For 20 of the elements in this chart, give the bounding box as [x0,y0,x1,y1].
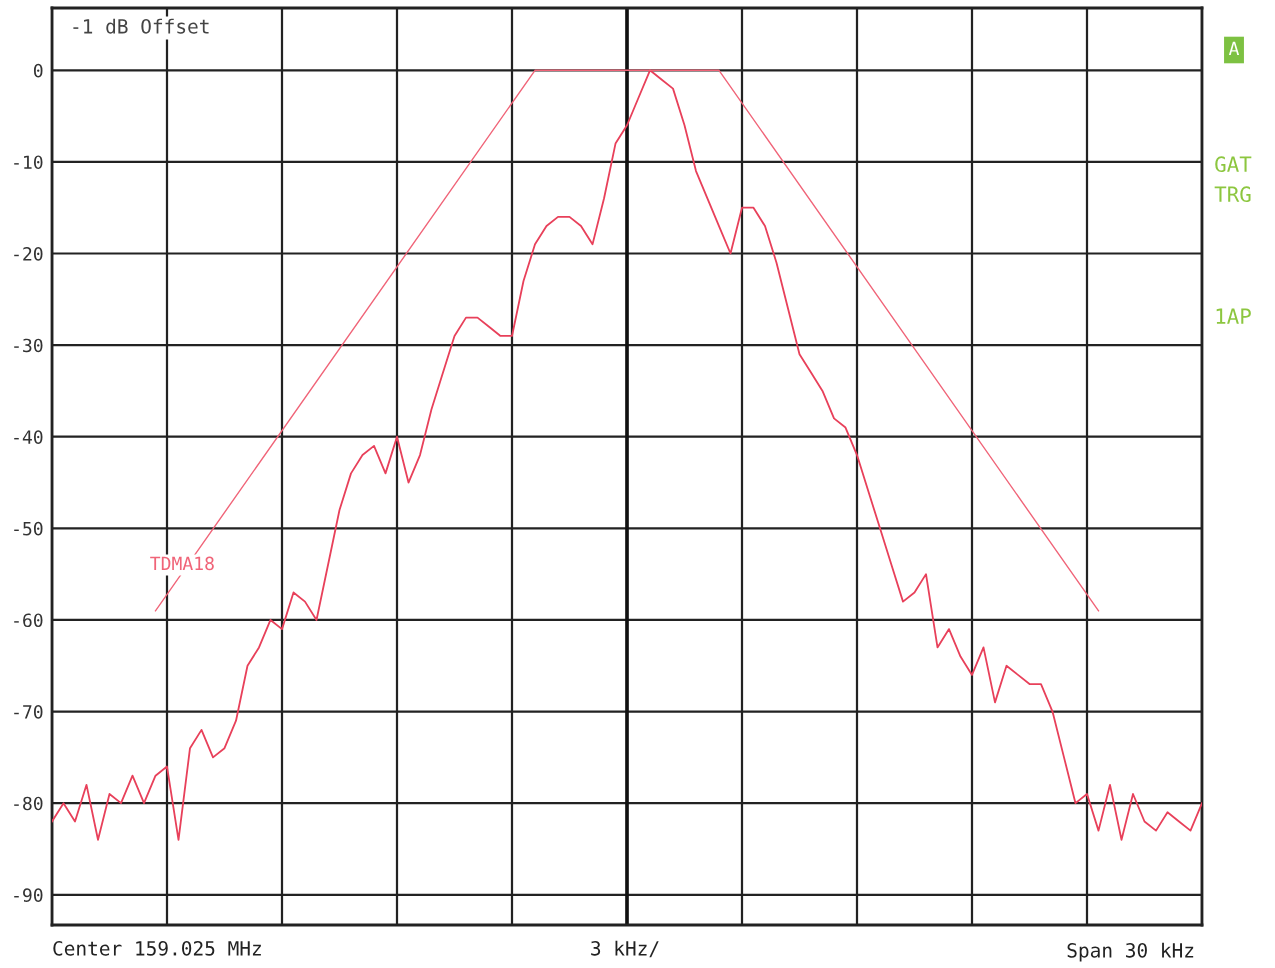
text: Span 30 kHz [1067,942,1194,962]
text: GAT [1215,156,1252,173]
line-series [52,69,1202,841]
text: Center 159.025 MHz [53,940,261,956]
y-tick-label: -20 [14,247,43,261]
y-tick-label: -10 [14,155,43,170]
y-tick-label: -50 [14,521,43,536]
y-tick-label: -80 [14,796,43,811]
text: A [1228,41,1240,56]
y-tick-label: -40 [14,430,43,444]
text: 1AP [1216,308,1251,324]
text: 3 kHz/ [591,940,659,958]
y-tick-label: -30 [14,338,43,353]
y-tick-label: 0 [33,63,43,78]
text: TRG [1214,186,1251,203]
y-tick-label: -60 [14,613,43,628]
series-label: TDMA18 [150,556,214,571]
y-tick-label: -90 [14,888,43,902]
y-tick-label: -70 [14,705,43,719]
annotation: -1 dB Offset [73,18,209,34]
